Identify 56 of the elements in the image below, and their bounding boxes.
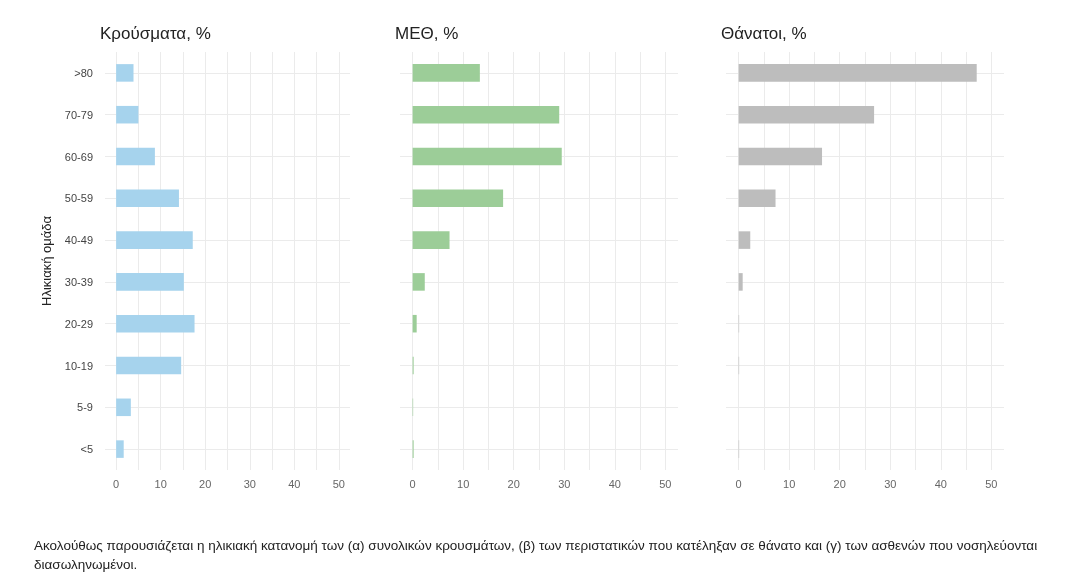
- bar: [116, 189, 179, 208]
- bar: [738, 64, 977, 82]
- y-axis-title: Ηλικιακή ομάδα: [39, 215, 54, 307]
- bar: [412, 314, 417, 333]
- bar: [412, 147, 562, 166]
- x-tick-label: 10: [457, 477, 470, 490]
- y-tick-label: 5-9: [77, 401, 93, 414]
- bar: [412, 64, 480, 82]
- chart-title: Θάνατοι, %: [721, 24, 807, 43]
- x-tick-label: 30: [243, 477, 256, 490]
- y-tick-label: 30-39: [64, 275, 93, 288]
- bar: [116, 147, 155, 166]
- bar: [116, 356, 182, 375]
- bar: [412, 273, 425, 291]
- text: Ακολούθως παρουσιάζεται η ηλικιακή κατανομή των (α) συνολικών κρουσμάτων, (β) των περιστατικών που κατέληξαν σε θάνατο και (γ) των ασθενών που νοσηλεύονται διασωληνωμένοι.: [34, 537, 1039, 574]
- x-tick-label: 0: [113, 477, 120, 490]
- bar: [738, 273, 743, 291]
- bar: [116, 398, 131, 417]
- chart-title: ΜΕΘ, %: [395, 24, 459, 43]
- y-tick-label: 40-49: [64, 234, 93, 247]
- bar: [116, 314, 195, 333]
- bar: [116, 273, 184, 291]
- x-tick-label: 40: [288, 477, 301, 490]
- bar: [738, 105, 875, 124]
- bar: [116, 440, 124, 458]
- bar: [116, 231, 193, 249]
- x-tick-label: 30: [558, 477, 571, 490]
- bar: [116, 64, 134, 82]
- bar: [412, 189, 504, 208]
- bar: [412, 105, 560, 124]
- bar: [738, 147, 823, 166]
- y-tick-label: 50-59: [64, 192, 93, 205]
- x-tick-label: 20: [199, 477, 212, 490]
- y-tick-label: <5: [80, 443, 93, 456]
- x-tick-label: 40: [608, 477, 621, 490]
- y-tick-label: 60-69: [64, 150, 93, 163]
- x-tick-label: 50: [985, 477, 998, 490]
- bar: [738, 231, 751, 249]
- bar: [412, 231, 450, 249]
- bar: [738, 189, 776, 208]
- x-tick-label: 20: [507, 477, 520, 490]
- x-tick-label: 50: [659, 477, 672, 490]
- x-tick-label: 40: [934, 477, 947, 490]
- x-tick-label: 50: [332, 477, 345, 490]
- y-tick-label: >80: [74, 66, 93, 79]
- x-tick-label: 0: [409, 477, 416, 490]
- x-tick-label: 30: [884, 477, 897, 490]
- x-tick-label: 0: [735, 477, 742, 490]
- bar: [116, 105, 139, 124]
- x-tick-label: 10: [154, 477, 167, 490]
- chart-title: Κρούσματα, %: [100, 24, 211, 43]
- y-tick-label: 70-79: [64, 108, 93, 121]
- y-tick-label: 20-29: [64, 317, 93, 330]
- x-tick-label: 10: [783, 477, 796, 490]
- y-tick-label: 10-19: [64, 359, 93, 372]
- x-tick-label: 20: [833, 477, 846, 490]
